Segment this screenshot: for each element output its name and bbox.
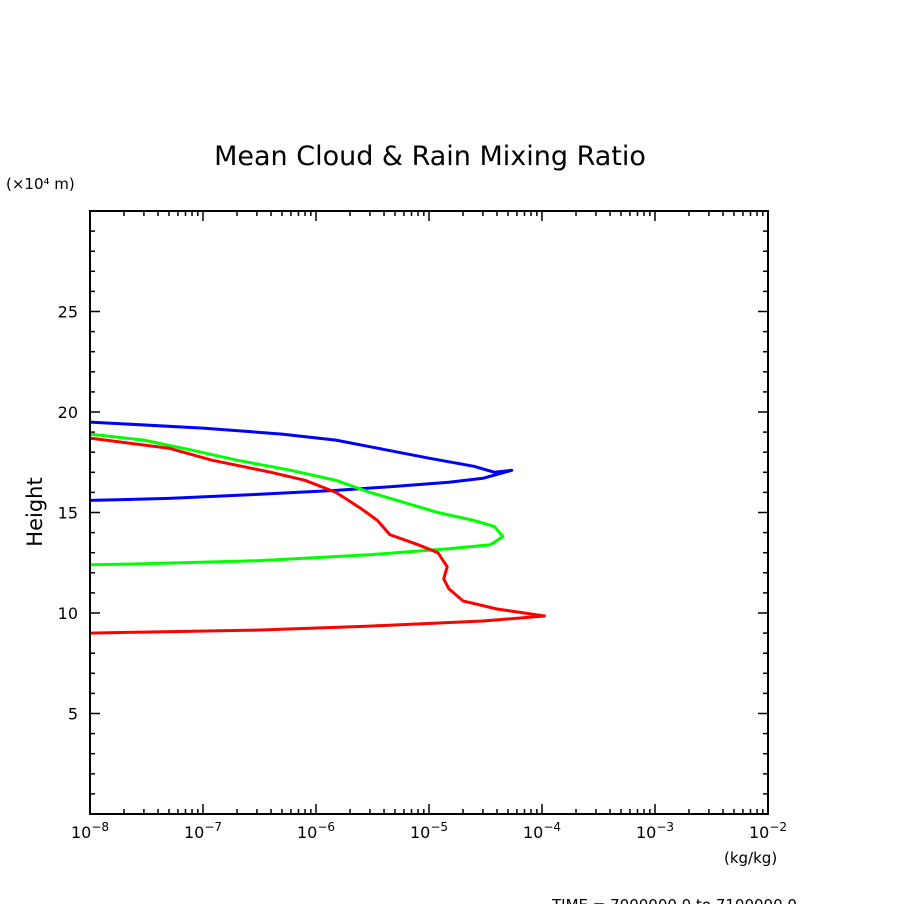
y-unit-label: (×10⁴ m) xyxy=(6,175,75,193)
y-tick-label: 5 xyxy=(68,705,78,724)
x-tick-label: 10−7 xyxy=(184,820,222,842)
y-tick-label: 10 xyxy=(58,604,78,623)
series-line-3 xyxy=(89,436,546,635)
series-line-2 xyxy=(89,432,505,567)
y-tick-label: 15 xyxy=(58,504,78,523)
x-unit-label: (kg/kg) xyxy=(724,849,777,867)
x-tick-label: 10−8 xyxy=(71,820,109,842)
y-axis-label: Height xyxy=(23,477,47,546)
tick-labels: 5 10 15 20 25 10−8 10−7 10−6 10−5 10−4 10−3 10−2 xyxy=(58,303,787,843)
x-tick-label: 10−2 xyxy=(749,820,787,842)
x-tick-label: 10−4 xyxy=(523,820,561,842)
y-tick-label: 20 xyxy=(58,403,78,422)
plot-frame xyxy=(89,210,769,815)
chart-title: Mean Cloud & Rain Mixing Ratio xyxy=(214,141,646,172)
footer-time-range: TIME = 7000000.0 to 7100000.0 xyxy=(551,896,797,904)
series-line-1 xyxy=(89,420,514,502)
x-tick-label: 10−6 xyxy=(297,820,335,842)
axis-ticks xyxy=(89,210,768,815)
y-tick-label: 25 xyxy=(58,303,78,322)
x-tick-label: 10−5 xyxy=(410,820,448,842)
x-tick-label: 10−3 xyxy=(636,820,674,842)
data-series xyxy=(89,420,546,635)
